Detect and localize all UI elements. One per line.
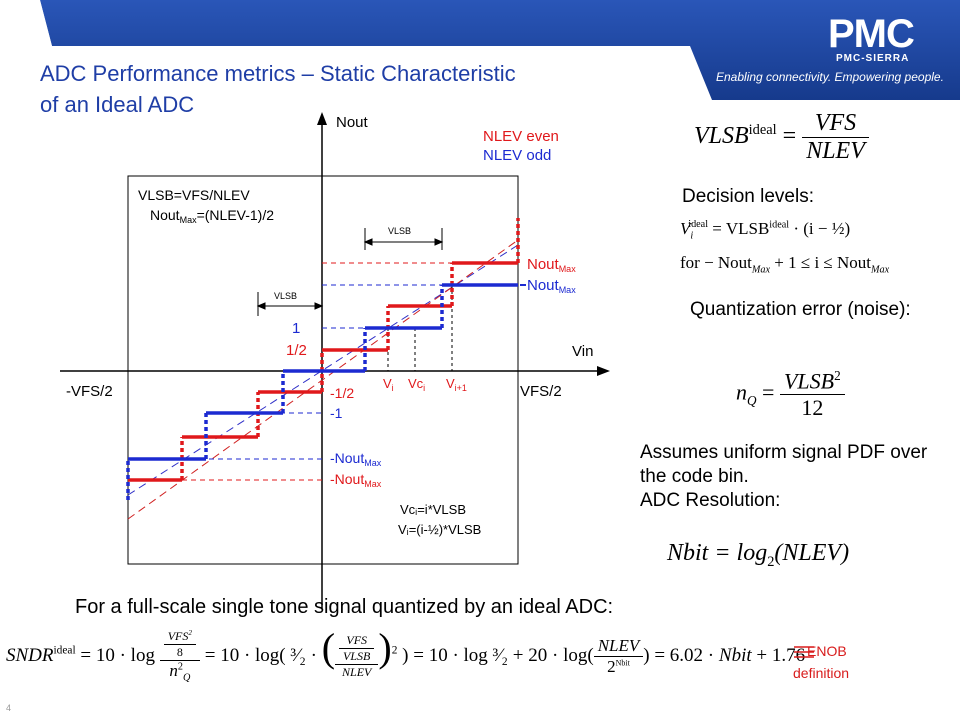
brand-tagline: Enabling connectivity. Empowering people… (716, 70, 944, 84)
formula-nbit: Nbit = log2(NLEV) (667, 540, 850, 570)
page-title: ADC Performance metrics – Static Charact… (40, 58, 690, 120)
y-axis-arrow (317, 112, 327, 125)
tick-1: 1 (292, 320, 300, 337)
legend-even: NLEV even (483, 128, 559, 145)
ideal-line-even (127, 239, 519, 520)
x-min-label: -VFS/2 (66, 383, 113, 400)
text-assumes-uniform: Assumes uniform signal PDF over the code… (640, 442, 928, 487)
vlsb-bracket-upper (363, 228, 444, 250)
tick-neg1: -1 (330, 405, 343, 421)
note-vci: Vcᵢ=i*VLSB (400, 502, 466, 517)
formula-sndr: SNDRideal = 10 · log VFS2 8 n2Q = 10 · log… (6, 625, 806, 684)
brand-logo-subtext: PMC-SIERRA (836, 53, 910, 64)
vlsb-bracket-lower (256, 292, 324, 316)
tick-neg-half: -1/2 (330, 385, 354, 401)
enob-definition-label: definition (793, 665, 850, 681)
staircase-even (128, 218, 520, 482)
def-noutmax: NoutMax=(NLEV-1)/2 (150, 207, 274, 225)
plot-box (127, 175, 519, 565)
label-neg-noutmax-odd: -NoutMax (330, 450, 382, 468)
x-axis-arrow (597, 366, 610, 376)
formula-decision-range: for − NoutMax + 1 ≤ i ≤ NoutMax (680, 253, 890, 276)
page-number: 4 (6, 703, 12, 713)
staircase-odd (126, 283, 518, 500)
title-line-2: of an Ideal ADC (40, 92, 195, 117)
legend-odd: NLEV odd (483, 147, 551, 164)
text-full-scale: For a full-scale single tone signal quan… (75, 596, 614, 618)
label-vi: Vi (383, 376, 394, 393)
vlsb-label-lower: VLSB (274, 291, 297, 301)
enob-label: ENOB (807, 643, 847, 659)
x-axis-label: Vin (572, 343, 593, 360)
formula-quant-noise: nQ = VLSB2 12 (736, 368, 845, 421)
brand-logo: PMC (828, 12, 915, 56)
formula-decision-level: Viideal = VLSBideal · (i − ½) (680, 219, 851, 242)
label-neg-noutmax-even: -NoutMax (330, 471, 382, 489)
label-quant-error: Quantization error (noise): (690, 299, 911, 320)
def-vlsb: VLSB=VFS/NLEV (138, 187, 250, 203)
title-line-1: ADC Performance metrics – Static Charact… (40, 61, 516, 86)
label-noutmax-even: NoutMax (527, 256, 576, 274)
note-vi: Vᵢ=(i-½)*VLSB (398, 522, 481, 537)
equiv-icon (794, 646, 814, 658)
x-max-label: VFS/2 (520, 383, 562, 400)
vlsb-label-upper: VLSB (388, 226, 411, 236)
adc-transfer-diagram: Nout Vin -VFS/2 VFS/2 NLEV even NLEV odd… (60, 112, 610, 608)
header-banner (0, 0, 960, 100)
label-vi1: Vi+1 (446, 376, 467, 393)
label-noutmax-odd: NoutMax (527, 277, 576, 295)
tick-half: 1/2 (286, 342, 307, 359)
formula-vlsb: VLSBideal = VFS NLEV (694, 110, 869, 165)
y-axis-label: Nout (336, 114, 369, 131)
label-vci: Vci (408, 376, 425, 393)
label-decision-levels: Decision levels: (682, 186, 814, 207)
enob-definition: ENOB definition (793, 640, 849, 684)
label-adc-resolution: ADC Resolution: (640, 490, 781, 511)
